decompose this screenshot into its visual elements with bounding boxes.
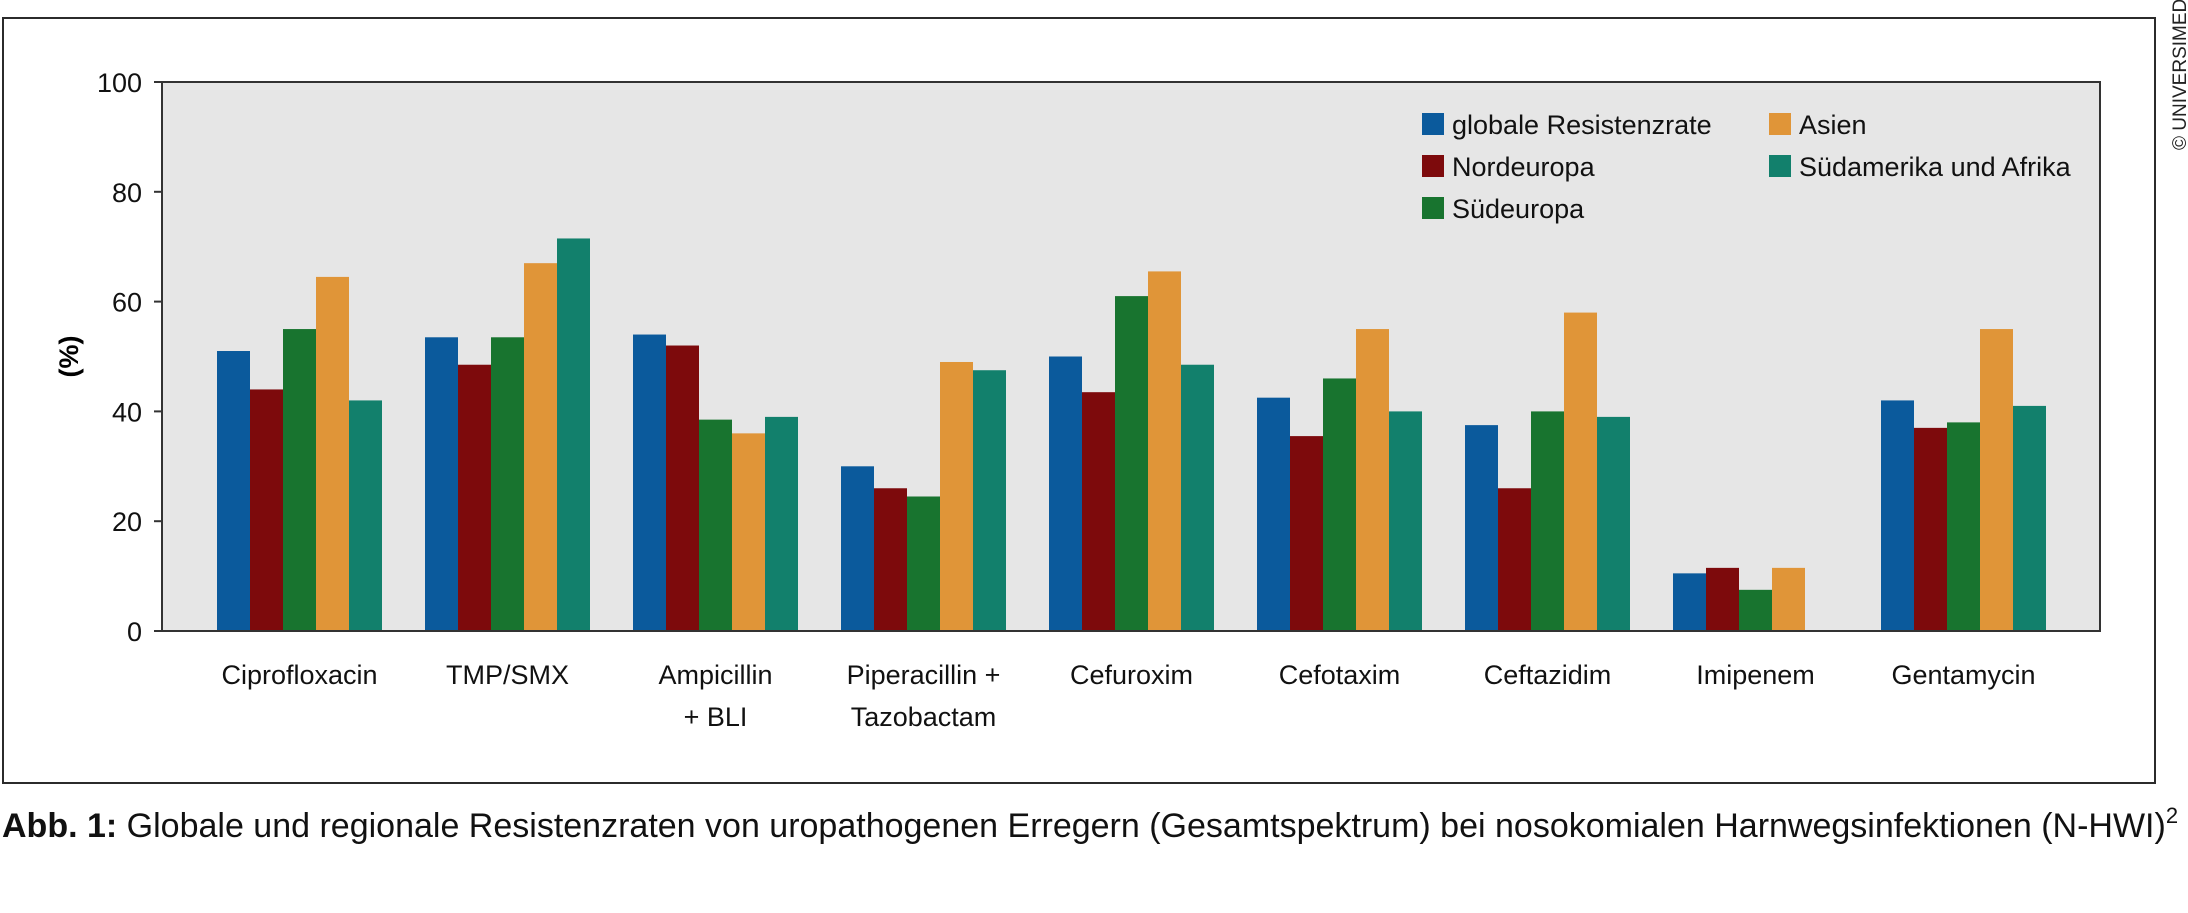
bar <box>1049 356 1082 631</box>
x-tick-label: Tazobactam <box>851 702 997 732</box>
bar <box>1980 329 2013 631</box>
caption-label: Abb. 1: <box>2 807 118 845</box>
bar <box>1498 488 1531 631</box>
bar <box>1739 589 1772 631</box>
bar <box>1914 427 1947 631</box>
legend-item: Südamerika und Afrika <box>1769 152 2072 182</box>
bar <box>699 419 732 631</box>
bar <box>1290 436 1323 631</box>
x-tick-label: Ceftazidim <box>1484 660 1612 690</box>
legend-item: globale Resistenzrate <box>1422 110 1712 140</box>
bar <box>1564 312 1597 631</box>
legend-label: Südeuropa <box>1452 194 1585 224</box>
bar <box>283 329 316 631</box>
y-tick-label: 0 <box>127 617 142 647</box>
bar <box>1673 573 1706 631</box>
bar <box>940 361 973 631</box>
bar <box>633 334 666 631</box>
legend-item: Nordeuropa <box>1422 152 1596 182</box>
legend-swatch <box>1769 155 1791 177</box>
y-axis-label: (%) <box>54 336 84 378</box>
bar <box>1531 411 1564 631</box>
copyright-notice: © UNIVERSIMED <box>2170 0 2188 150</box>
bar <box>1257 397 1290 631</box>
legend-label: Südamerika und Afrika <box>1799 152 2072 182</box>
x-tick-label: Imipenem <box>1696 660 1815 690</box>
y-tick-label: 60 <box>112 288 142 318</box>
bar <box>1881 400 1914 631</box>
figure-caption: Abb. 1: Globale und regionale Resistenzr… <box>2 803 2178 846</box>
bar <box>1706 567 1739 631</box>
bar <box>732 433 765 631</box>
bar <box>907 496 940 631</box>
x-axis-labels: Ciprofloxacin TMP/SMX Ampicillin + BLI Piper… <box>221 660 2035 732</box>
bar <box>1947 422 1980 631</box>
bar <box>1082 392 1115 631</box>
bar <box>765 416 798 631</box>
x-tick-label: Ciprofloxacin <box>221 660 377 690</box>
bar <box>973 370 1006 631</box>
caption-text: Globale und regionale Resistenzraten von… <box>117 807 2166 845</box>
bar <box>1323 378 1356 631</box>
bars <box>162 238 2100 632</box>
legend-swatch <box>1769 113 1791 135</box>
x-tick-label: + BLI <box>684 702 748 732</box>
y-tick-label: 20 <box>112 507 142 537</box>
legend-swatch <box>1422 197 1444 219</box>
legend-item: Asien <box>1769 110 1867 140</box>
y-tick-label: 40 <box>112 397 142 427</box>
x-tick-label: Cefotaxim <box>1279 660 1401 690</box>
bar <box>1356 329 1389 631</box>
bar <box>666 345 699 631</box>
legend-swatch <box>1422 113 1444 135</box>
legend-label: Asien <box>1799 110 1867 140</box>
bar <box>491 337 524 631</box>
x-tick-label: Gentamycin <box>1891 660 2035 690</box>
bar <box>1597 416 1630 631</box>
x-tick-label: TMP/SMX <box>446 660 569 690</box>
x-tick-label: Cefuroxim <box>1070 660 1193 690</box>
legend-swatch <box>1422 155 1444 177</box>
bar <box>1115 296 1148 631</box>
figure-frame: 0 20 40 60 80 100 (%) Ciprofloxacin TMP/SMX Amp… <box>2 17 2156 784</box>
bar <box>1772 567 1805 631</box>
legend-label: Nordeuropa <box>1452 152 1596 182</box>
bar <box>349 400 382 631</box>
bar <box>1465 425 1498 631</box>
legend: globale Resistenzrate Nordeuropa Südeuropa… <box>1422 110 2072 224</box>
legend-label: globale Resistenzrate <box>1452 110 1712 140</box>
bar <box>2013 405 2046 631</box>
bar <box>458 364 491 631</box>
bar-chart: 0 20 40 60 80 100 (%) Ciprofloxacin TMP/SMX Amp… <box>54 68 2101 732</box>
bar <box>1148 271 1181 631</box>
bar <box>1389 411 1422 631</box>
y-tick-label: 80 <box>112 178 142 208</box>
bar <box>524 263 557 631</box>
bar <box>841 466 874 631</box>
y-tick-label: 100 <box>97 68 142 98</box>
legend-item: Südeuropa <box>1422 194 1585 224</box>
x-tick-label: Piperacillin + <box>847 660 1001 690</box>
y-axis: 0 20 40 60 80 100 <box>97 68 163 647</box>
bar <box>217 351 250 631</box>
x-tick-label: Ampicillin <box>658 660 772 690</box>
bar <box>1181 364 1214 631</box>
bar <box>557 238 590 631</box>
bar <box>316 276 349 631</box>
caption-reference: 2 <box>2165 803 2179 828</box>
bar <box>874 488 907 631</box>
bar <box>250 389 283 631</box>
bar <box>425 337 458 631</box>
